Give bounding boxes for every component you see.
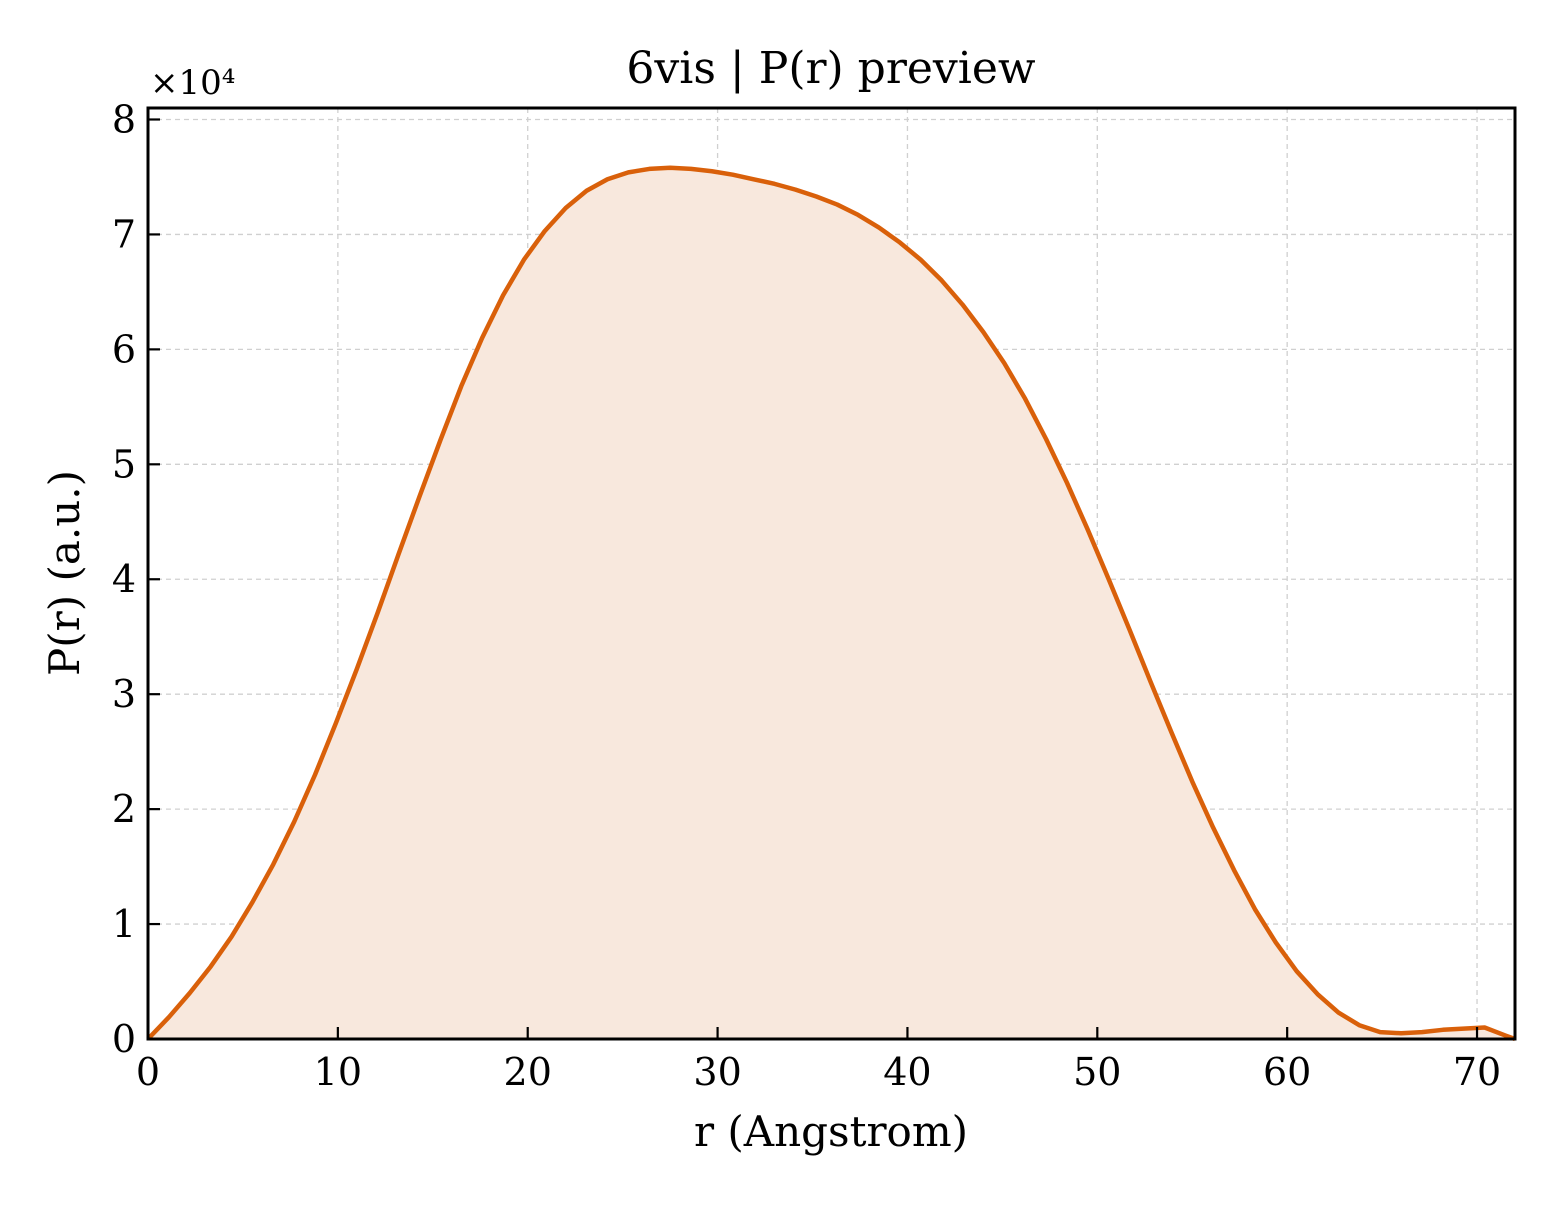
x-tick-label: 60 bbox=[1263, 1050, 1311, 1094]
y-tick-label: 8 bbox=[112, 97, 136, 141]
axes-frame bbox=[146, 106, 1517, 1041]
pr-area-fill bbox=[148, 167, 1515, 1039]
y-axis-multiplier: ×10⁴ bbox=[150, 63, 235, 103]
y-tick-label: 6 bbox=[112, 327, 136, 371]
x-tick-label: 70 bbox=[1453, 1050, 1501, 1094]
y-axis-label: P(r) (a.u.) bbox=[40, 470, 89, 676]
tick-layer: 0 10 20 30 40 50 60 70 0 1 2 3 4 5 6 7 8 bbox=[112, 97, 1501, 1094]
y-tick-label: 1 bbox=[112, 902, 136, 946]
x-tick-label: 40 bbox=[883, 1050, 931, 1094]
x-tick-label: 50 bbox=[1073, 1050, 1121, 1094]
chart-title: 6vis | P(r) preview bbox=[626, 43, 1035, 94]
x-axis-label: r (Angstrom) bbox=[694, 1107, 968, 1156]
x-tick-label: 0 bbox=[136, 1050, 160, 1094]
y-tick-label: 2 bbox=[112, 787, 136, 831]
y-tick-label: 7 bbox=[112, 212, 136, 256]
y-tick-label: 3 bbox=[112, 672, 136, 716]
y-tick-label: 4 bbox=[112, 557, 136, 601]
y-tick-label: 5 bbox=[112, 442, 136, 486]
pr-series-line bbox=[146, 165, 1516, 1042]
x-tick-label: 30 bbox=[693, 1050, 741, 1094]
y-tick-label: 0 bbox=[112, 1017, 136, 1061]
x-tick-label: 10 bbox=[314, 1050, 362, 1094]
x-tick-label: 20 bbox=[504, 1050, 552, 1094]
